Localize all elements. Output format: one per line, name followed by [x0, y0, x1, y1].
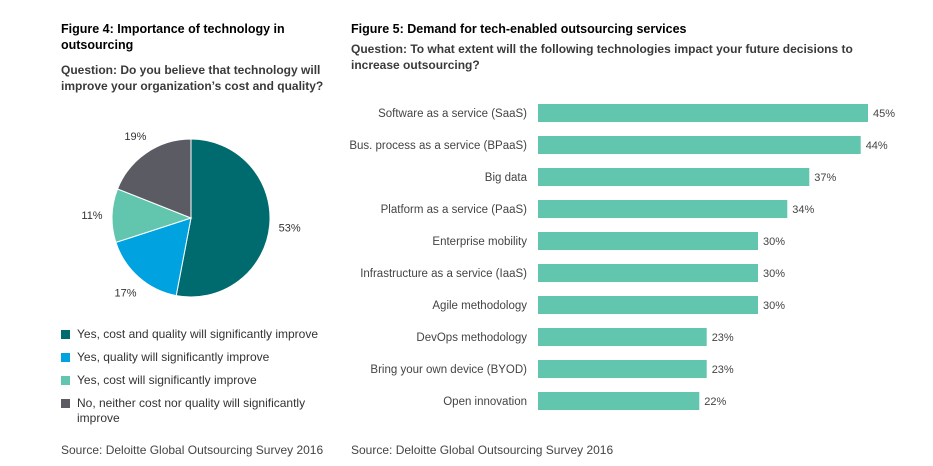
legend-swatch	[61, 399, 70, 408]
legend-swatch	[61, 376, 70, 385]
figure-4-source: Source: Deloitte Global Outsourcing Surv…	[61, 443, 324, 457]
bar	[538, 168, 810, 186]
pie-chart: 53% 17% 11% 19%	[81, 131, 301, 299]
figure-4-title: Figure 4: Importance of technology in ou…	[61, 22, 285, 52]
bar-value-label: 45%	[873, 108, 895, 120]
legend-label: No, neither cost nor quality will signif…	[77, 396, 306, 425]
bar-category-label: Enterprise mobility	[432, 236, 527, 248]
legend-item: Yes, cost and quality will significantly…	[61, 327, 331, 342]
bar-category-label: DevOps methodology	[416, 332, 527, 344]
pie-slice-label: 17%	[114, 287, 136, 299]
bar-category-label: Open innovation	[443, 396, 527, 408]
bar	[538, 392, 700, 410]
legend-label: Yes, cost will significantly improve	[77, 373, 257, 387]
bar-value-label: 34%	[792, 204, 814, 216]
pie-legend: Yes, cost and quality will significantly…	[61, 327, 331, 434]
legend-swatch	[61, 330, 70, 339]
pie-slice-label: 53%	[279, 222, 301, 234]
legend-swatch	[61, 353, 70, 362]
bar-category-label: Platform as a service (PaaS)	[381, 204, 528, 216]
figure-5-title: Figure 5: Demand for tech-enabled outsou…	[351, 22, 687, 36]
pie-slice-label: 11%	[81, 210, 102, 222]
bar-category-label: Bring your own device (BYOD)	[370, 364, 527, 376]
legend-item: Yes, quality will significantly improve	[61, 350, 331, 365]
bar-category-label: Bus. process as a service (BPaaS)	[349, 140, 527, 152]
bar-value-label: 23%	[712, 332, 734, 344]
pie-slice	[175, 138, 271, 298]
bar-value-label: 30%	[763, 268, 785, 280]
bar	[538, 296, 758, 314]
bar-category-label: Software as a service (SaaS)	[378, 108, 527, 120]
figure-4-question: Question: Do you believe that technology…	[61, 63, 324, 93]
bar-category-label: Big data	[485, 172, 528, 184]
legend-item: No, neither cost nor quality will signif…	[61, 396, 331, 426]
pie-slice	[115, 217, 192, 297]
legend-label: Yes, cost and quality will significantly…	[77, 327, 319, 341]
bar	[538, 328, 707, 346]
bar	[538, 136, 861, 154]
bar	[538, 200, 788, 218]
figure-5-question: Question: To what extent will the follow…	[351, 42, 853, 72]
bar	[538, 264, 758, 282]
bar-value-label: 23%	[712, 364, 734, 376]
bar	[538, 104, 868, 122]
bar	[538, 232, 758, 250]
pie-slice	[116, 138, 192, 219]
legend-label: Yes, quality will significantly improve	[77, 350, 270, 364]
bar-value-label: 44%	[866, 140, 888, 152]
bar-category-label: Infrastructure as a service (IaaS)	[360, 268, 527, 280]
pie-slice-label: 19%	[124, 131, 146, 143]
bar-value-label: 30%	[763, 300, 785, 312]
bar-value-label: 22%	[704, 396, 726, 408]
legend-item: Yes, cost will significantly improve	[61, 373, 331, 388]
bar-chart: Software as a service (SaaS) 45% Bus. proc…	[349, 104, 895, 410]
bar-value-label: 37%	[814, 172, 836, 184]
bar	[538, 360, 707, 378]
figure-5-source: Source: Deloitte Global Outsourcing Surv…	[351, 443, 614, 457]
bar-category-label: Agile methodology	[432, 300, 527, 312]
bar-value-label: 30%	[763, 236, 785, 248]
